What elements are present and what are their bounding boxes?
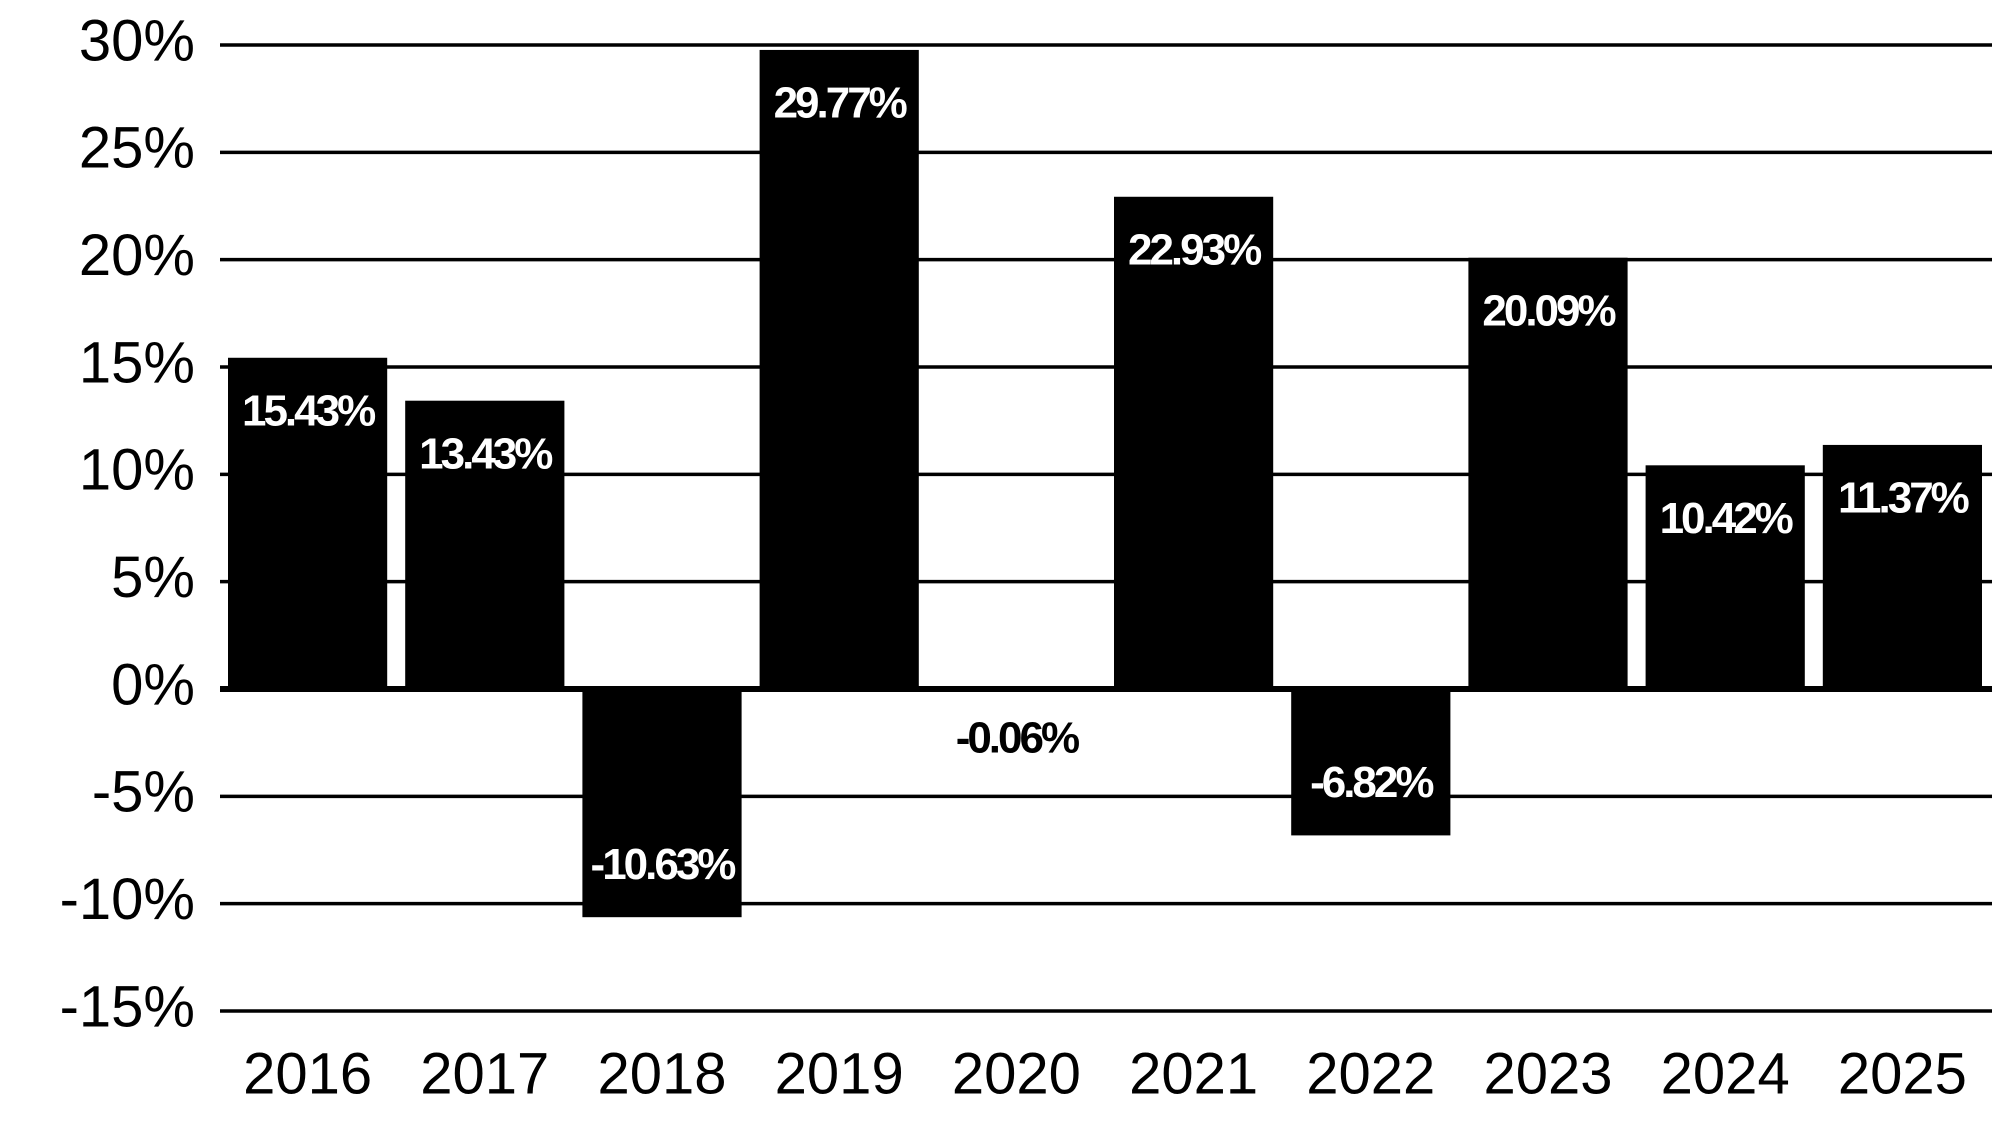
value-label: -6.82% — [1310, 758, 1433, 807]
bar — [228, 357, 388, 689]
value-label: 13.43% — [419, 429, 552, 478]
bar — [1468, 257, 1628, 689]
bar — [582, 689, 742, 918]
x-tick-label: 2024 — [1661, 1041, 1790, 1106]
x-tick-label: 2018 — [597, 1041, 726, 1106]
y-tick-label: 10% — [79, 438, 195, 503]
bar — [1822, 444, 1982, 689]
y-tick-label: 20% — [79, 223, 195, 288]
y-tick-label: -10% — [60, 867, 195, 932]
bar — [1114, 196, 1274, 689]
x-tick-label: 2019 — [775, 1041, 904, 1106]
x-tick-label: 2022 — [1306, 1041, 1435, 1106]
y-tick-label: 15% — [79, 330, 195, 395]
value-label: -10.63% — [591, 840, 736, 889]
value-label: -0.06% — [956, 714, 1079, 763]
y-tick-label: 30% — [79, 8, 195, 73]
y-tick-label: -5% — [92, 760, 195, 825]
x-tick-label: 2023 — [1483, 1041, 1612, 1106]
bar — [1645, 465, 1805, 689]
value-label: 15.43% — [242, 386, 375, 435]
bar — [405, 400, 565, 689]
x-tick-label: 2025 — [1838, 1041, 1967, 1106]
y-tick-label: 0% — [111, 652, 195, 717]
y-tick-label: 5% — [111, 545, 195, 610]
value-label: 22.93% — [1128, 225, 1261, 274]
x-tick-label: 2017 — [420, 1041, 549, 1106]
value-label: 20.09% — [1482, 286, 1615, 335]
bar — [1291, 689, 1451, 836]
bar — [759, 49, 919, 690]
x-tick-label: 2021 — [1129, 1041, 1258, 1106]
value-label: 11.37% — [1838, 474, 1969, 523]
x-tick-label: 2020 — [952, 1041, 1081, 1106]
value-label: 29.77% — [774, 79, 907, 128]
y-tick-label: 25% — [79, 116, 195, 181]
x-tick-label: 2016 — [243, 1041, 372, 1106]
y-tick-label: -15% — [60, 974, 195, 1039]
value-label: 10.42% — [1660, 494, 1793, 543]
